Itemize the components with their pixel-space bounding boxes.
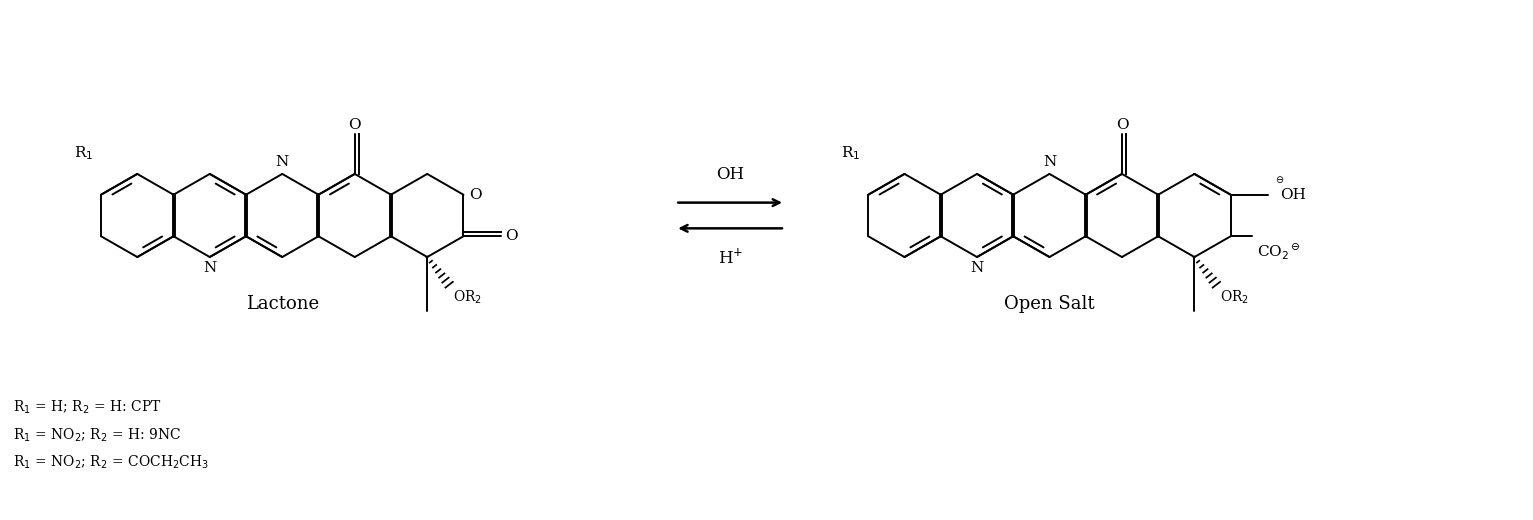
Text: $^\ominus$: $^\ominus$ bbox=[1274, 176, 1285, 190]
Text: OH: OH bbox=[716, 166, 744, 183]
Text: OR$_2$: OR$_2$ bbox=[454, 289, 483, 306]
Text: O: O bbox=[1116, 119, 1128, 133]
Text: OR$_2$: OR$_2$ bbox=[1220, 289, 1249, 306]
Text: H$^{+}$: H$^{+}$ bbox=[717, 248, 742, 267]
Text: R$_1$: R$_1$ bbox=[74, 145, 94, 162]
Text: O: O bbox=[469, 188, 481, 202]
Text: N: N bbox=[970, 261, 984, 275]
Text: R$_1$: R$_1$ bbox=[842, 145, 860, 162]
Text: Open Salt: Open Salt bbox=[1004, 295, 1095, 313]
Text: O: O bbox=[348, 119, 362, 133]
Text: N: N bbox=[1042, 155, 1056, 169]
Text: R$_1$ = NO$_2$; R$_2$ = H: 9NC: R$_1$ = NO$_2$; R$_2$ = H: 9NC bbox=[12, 426, 181, 444]
Text: N: N bbox=[276, 155, 288, 169]
Text: R$_1$ = H; R$_2$ = H: CPT: R$_1$ = H; R$_2$ = H: CPT bbox=[12, 398, 161, 416]
Text: O: O bbox=[504, 229, 518, 243]
Text: R$_1$ = NO$_2$; R$_2$ = COCH$_2$CH$_3$: R$_1$ = NO$_2$; R$_2$ = COCH$_2$CH$_3$ bbox=[12, 454, 208, 471]
Text: Lactone: Lactone bbox=[245, 295, 319, 313]
Text: CO$_2$$^\ominus$: CO$_2$$^\ominus$ bbox=[1257, 241, 1300, 261]
Text: OH: OH bbox=[1280, 188, 1306, 202]
Text: N: N bbox=[204, 261, 216, 275]
